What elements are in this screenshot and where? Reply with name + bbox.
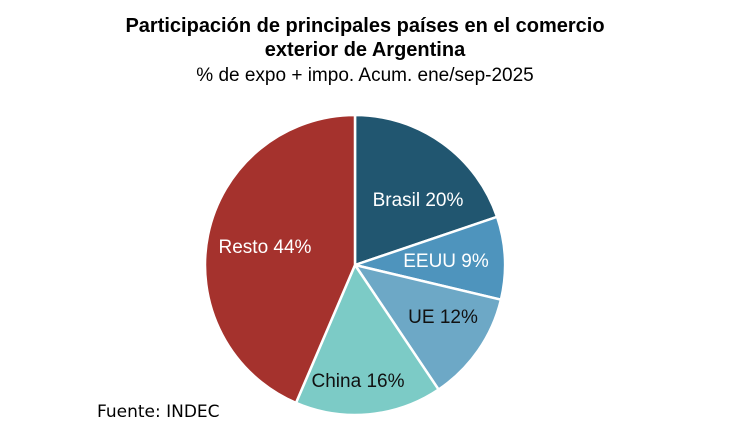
data-label-ue: UE 12%	[408, 307, 478, 328]
chart-title-text: Participación de principales países en e…	[125, 15, 605, 61]
pie-slice-eeuu	[350, 215, 507, 302]
pie-slice-ue	[352, 263, 503, 392]
data-label-resto: Resto 44%	[219, 237, 312, 258]
chart-title: Participación de principales países en e…	[0, 14, 730, 62]
chart-subtitle: % de expo + impo. Acum. ene/sep-2025	[196, 65, 534, 86]
pie-slice-brasil	[353, 113, 499, 267]
data-label-eeuu: EEUU 9%	[403, 251, 489, 272]
data-label-china: China 16%	[312, 371, 405, 392]
pie-slice-china	[294, 262, 441, 417]
data-label-brasil: Brasil 20%	[373, 190, 464, 211]
pie-slice-resto	[203, 113, 357, 405]
source-note: Fuente: INDEC	[97, 402, 220, 422]
